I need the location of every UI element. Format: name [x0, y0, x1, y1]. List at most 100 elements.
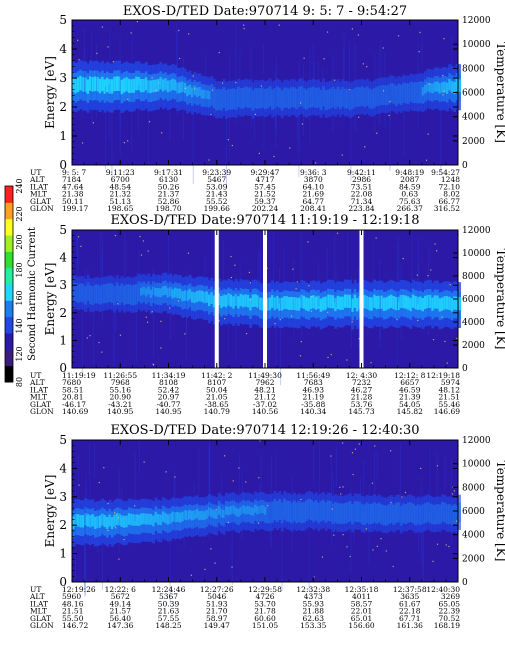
noise-dot [382, 90, 385, 92]
streak [400, 264, 402, 339]
band-mid [224, 500, 228, 523]
noise-dot [444, 340, 446, 342]
band-core [137, 76, 141, 91]
streak [89, 478, 91, 550]
band-core [414, 295, 418, 310]
band-core [154, 511, 158, 523]
band-mid [139, 282, 143, 304]
noise-dot [152, 363, 154, 365]
table-cell: 9:11:23 [106, 168, 135, 177]
table-cell: 21.43 [206, 190, 228, 199]
panel-title: EXOS-D/TED Date:970714 11:19:19 - 12:19:… [110, 213, 419, 228]
noise-dot [80, 245, 82, 247]
band-mid [244, 86, 248, 108]
band-core [244, 506, 248, 515]
noise-dot [221, 82, 224, 84]
band-mid [288, 88, 292, 109]
band-edge [76, 276, 80, 311]
row-label: UT [30, 371, 41, 380]
band-core [190, 291, 194, 303]
streak [417, 42, 419, 129]
table-cell: -38.65 [205, 400, 229, 409]
band-core [130, 79, 134, 94]
band-core [241, 505, 245, 514]
streak [298, 60, 300, 146]
noise-dot [184, 87, 186, 90]
band-mid [84, 285, 88, 305]
table-cell: 7232 [352, 378, 371, 387]
table-cell: 316.52 [434, 204, 460, 213]
band-core [186, 290, 190, 302]
band-core [188, 509, 192, 520]
streak [131, 91, 133, 151]
streak [308, 505, 310, 591]
table-cell: 145.73 [348, 407, 374, 416]
streak [194, 484, 196, 514]
streak [334, 234, 336, 303]
band-core [76, 513, 80, 527]
band-core [181, 81, 185, 93]
table-cell: 266.37 [397, 204, 423, 213]
noise-dot [214, 562, 216, 564]
band-mid [195, 82, 199, 106]
noise-dot [81, 142, 84, 144]
band-core [98, 78, 102, 94]
band-mid [348, 90, 352, 111]
table-cell: 21.51 [439, 393, 460, 402]
band-mid [290, 502, 294, 524]
band-mid [363, 87, 367, 108]
streak [411, 230, 413, 281]
colorbar-segment [5, 300, 13, 318]
table-cell: 55.52 [206, 197, 228, 206]
band-core [319, 298, 323, 312]
colorbar-segment [5, 333, 13, 350]
streak [274, 84, 276, 128]
table-cell: 12:12: 8 [394, 371, 426, 380]
noise-dot [204, 568, 206, 571]
band-core [101, 76, 105, 92]
y2-axis-label: Temperature [K] [494, 42, 505, 143]
band-core [431, 297, 435, 311]
band-mid [373, 88, 377, 108]
table-cell: 22.08 [351, 190, 373, 199]
band-mid [137, 281, 141, 302]
y-tick-label: 4 [59, 251, 67, 265]
streak [389, 75, 391, 121]
streak [368, 484, 370, 567]
table-cell: 12:27:26 [200, 585, 234, 594]
streak [220, 474, 222, 517]
table-cell: 20.97 [158, 393, 180, 402]
noise-dot [401, 496, 403, 498]
band-core [103, 79, 107, 94]
noise-dot [208, 159, 210, 161]
streak [169, 508, 171, 604]
band-mid [433, 504, 437, 525]
band-mid [132, 284, 136, 306]
noise-dot [184, 333, 186, 335]
streak [185, 279, 187, 333]
band-core [195, 509, 199, 519]
band-mid [127, 284, 131, 305]
streak [84, 266, 86, 303]
noise-dot [321, 556, 324, 558]
band-mid [370, 503, 374, 524]
band-mid [229, 500, 233, 523]
band-mid [273, 498, 277, 521]
table-cell: 149.47 [204, 621, 230, 630]
band-core [110, 517, 114, 530]
table-cell: 20.81 [62, 393, 83, 402]
band-core [74, 514, 78, 527]
band-core [343, 294, 347, 308]
table-cell: 71.34 [351, 197, 373, 206]
band-mid [426, 77, 430, 100]
noise-dot [342, 534, 344, 536]
band-core [166, 288, 170, 298]
table-cell: -40.77 [156, 400, 180, 409]
table-cell: 7968 [111, 378, 130, 387]
noise-dot [165, 471, 167, 473]
band-mid [365, 86, 369, 107]
band-mid [368, 503, 372, 525]
noise-dot [428, 83, 431, 85]
streak [208, 444, 210, 540]
band-core [127, 513, 131, 525]
